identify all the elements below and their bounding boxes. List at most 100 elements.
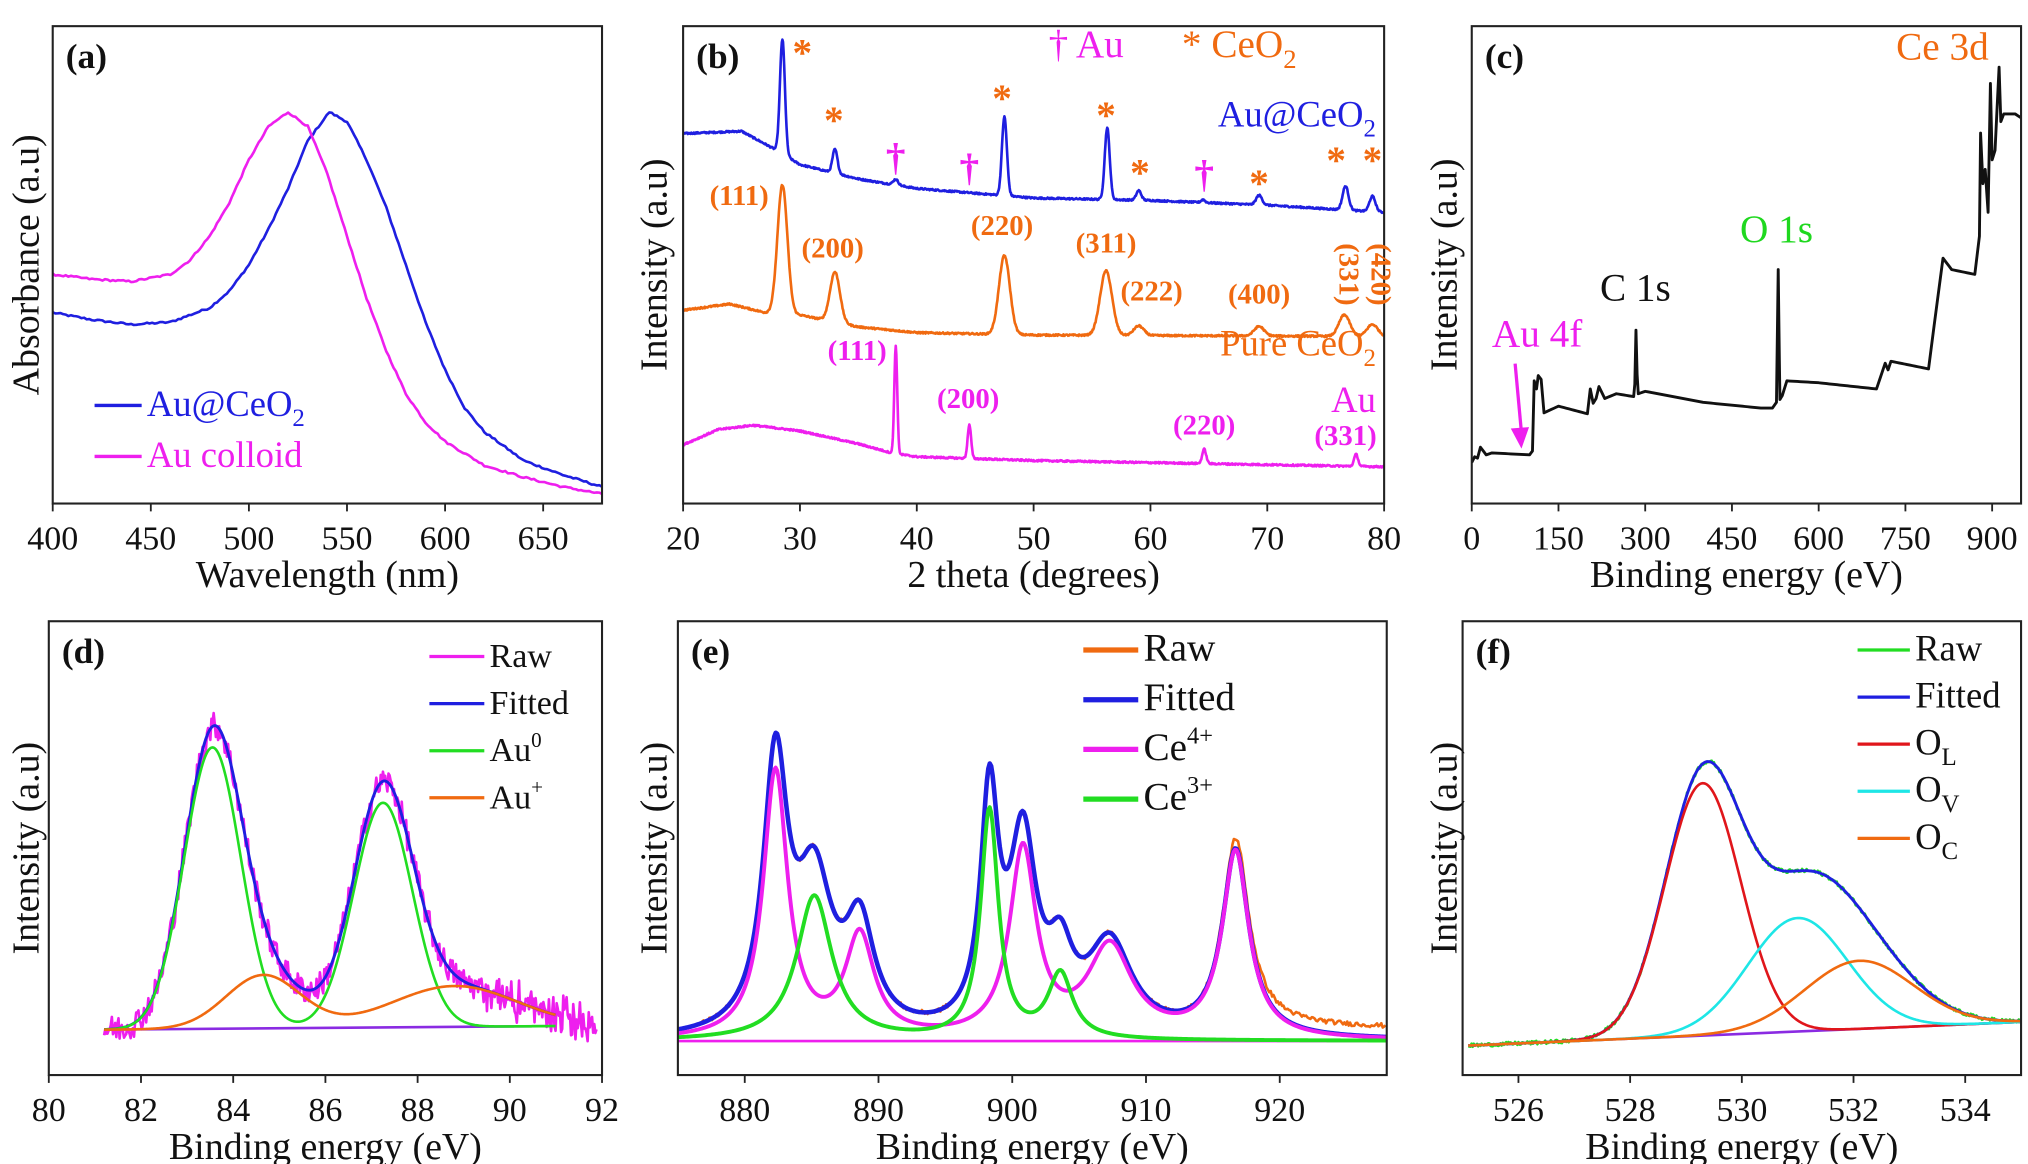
subscript: 2: [1363, 116, 1375, 143]
annotation: Ce 3d: [1896, 26, 1989, 69]
x-tick-label: 920: [1254, 1092, 1305, 1129]
legend-item: OL: [1857, 722, 1957, 771]
panel-f: 526 528 530 532 534 Binding energy (eV) Intens…: [1423, 620, 2023, 1164]
label-text: Raw: [490, 638, 553, 675]
legend-label: Ce3+: [1143, 772, 1212, 818]
legend-item: OV: [1857, 769, 1960, 818]
arrow-icon: [1510, 363, 1530, 449]
x-tick-label: 90: [493, 1092, 527, 1129]
x-tick-label: 60: [1133, 520, 1167, 557]
axes-frame: [1470, 25, 2023, 505]
x-tick-label: 600: [1793, 520, 1844, 557]
x-tick-label: 86: [308, 1092, 342, 1129]
label-text: * CeO: [1182, 23, 1283, 66]
panel-label: (e): [691, 632, 730, 671]
x-tick-label: 82: [124, 1092, 158, 1129]
series-label: Au: [1331, 379, 1376, 420]
series-label: Au@CeO2: [1218, 93, 1376, 142]
label-text: Au: [1331, 379, 1376, 420]
superscript: 0: [531, 728, 542, 752]
x-tick-label: 534: [1940, 1092, 1991, 1129]
panel-label: (b): [696, 37, 739, 76]
hkl-label: (220): [1173, 409, 1235, 441]
series-line-0: [1471, 65, 2022, 464]
x-tick-label: 532: [1828, 1092, 1879, 1129]
label-text: (220): [971, 210, 1033, 242]
plot-area: [1467, 759, 2022, 1049]
label-text: Raw: [1143, 626, 1216, 669]
legend-label: OV: [1915, 769, 1959, 818]
label-text: Au: [490, 732, 532, 769]
label-text: (331): [1333, 243, 1365, 305]
label-text: Au colloid: [147, 434, 303, 475]
label-text: *: [824, 99, 844, 142]
legend-item: Ce3+: [1083, 772, 1213, 819]
component-line-3: [103, 973, 556, 1031]
legend-item: Raw: [1857, 627, 1983, 668]
label-text: (200): [802, 233, 864, 265]
legend-item: Fitted: [429, 685, 569, 722]
legend-item: Ce4+: [1083, 722, 1213, 769]
peak-marker: †: [1194, 153, 1214, 196]
label-text: Ce: [1143, 776, 1187, 819]
y-axis-label: Intensity (a.u): [633, 159, 675, 372]
legend-label: Ce4+: [1143, 722, 1212, 768]
legend-item: Fitted: [1857, 675, 2001, 716]
legend-item: Au0: [429, 728, 542, 769]
legend-item: Au+: [429, 775, 543, 816]
x-tick-label: 92: [585, 1092, 619, 1129]
hkl-label: (220): [971, 210, 1033, 242]
label-text: †: [1194, 153, 1214, 196]
x-tick-label: 750: [1880, 520, 1931, 557]
x-tick-label: 70: [1250, 520, 1284, 557]
legend-label: Au0: [490, 728, 542, 769]
plot-area: [677, 730, 1387, 1043]
x-tick-label: 450: [1706, 520, 1757, 557]
hkl-label: (420): [1364, 243, 1396, 305]
peak-marker: *: [1249, 162, 1269, 205]
legend-label: Fitted: [1143, 676, 1235, 719]
label-text: Ce: [1143, 726, 1187, 769]
legend-item: Au@CeO2: [94, 383, 305, 432]
x-tick-label: 88: [401, 1092, 435, 1129]
panel-e: 880 890 900 910 920 Binding energy (eV) Intens…: [633, 620, 1388, 1164]
label-text: Fitted: [490, 685, 569, 722]
legend-label: Au+: [490, 775, 543, 816]
label-text: Pure CeO: [1220, 323, 1363, 364]
superscript: 4+: [1187, 722, 1213, 749]
subscript: L: [1942, 744, 1957, 771]
annotation: * CeO2: [1182, 23, 1297, 74]
label-text: (111): [710, 180, 769, 212]
label-text: (111): [828, 335, 887, 367]
series-line-0: [52, 111, 603, 488]
label-text: Au@CeO: [147, 383, 293, 424]
peak-marker: *: [824, 99, 844, 142]
x-axis-label: Binding energy (eV): [1585, 1126, 1898, 1164]
label-text: *: [1130, 151, 1150, 194]
label-text: *: [1326, 138, 1346, 181]
hkl-label: (200): [802, 233, 864, 265]
peak-marker: *: [1363, 138, 1383, 181]
superscript: 3+: [1187, 772, 1213, 799]
hkl-label: (400): [1228, 279, 1290, 311]
label-text: Ce 3d: [1896, 26, 1989, 69]
y-axis-label: Intensity (a.u): [1423, 159, 1465, 372]
legend-label: Au@CeO2: [147, 383, 305, 432]
legend-label: Fitted: [1915, 675, 2000, 716]
panel-label: (a): [66, 37, 107, 76]
label-text: (311): [1076, 227, 1137, 259]
x-tick-label: 50: [1017, 520, 1051, 557]
subscript: 2: [1283, 44, 1296, 74]
hkl-label: (311): [1076, 227, 1137, 259]
x-tick-label: 84: [216, 1092, 250, 1129]
label-text: C 1s: [1600, 267, 1671, 310]
label-text: Raw: [1915, 627, 1983, 668]
peak-marker: *: [992, 77, 1012, 120]
subscript: 2: [292, 405, 304, 432]
x-axis-label: Wavelength (nm): [196, 554, 459, 596]
x-tick-label: 526: [1493, 1092, 1544, 1129]
peak-marker: †: [960, 146, 980, 189]
label-text: *: [1096, 93, 1116, 136]
x-axis-label: Binding energy (eV): [1590, 554, 1903, 596]
superscript: +: [531, 775, 543, 799]
